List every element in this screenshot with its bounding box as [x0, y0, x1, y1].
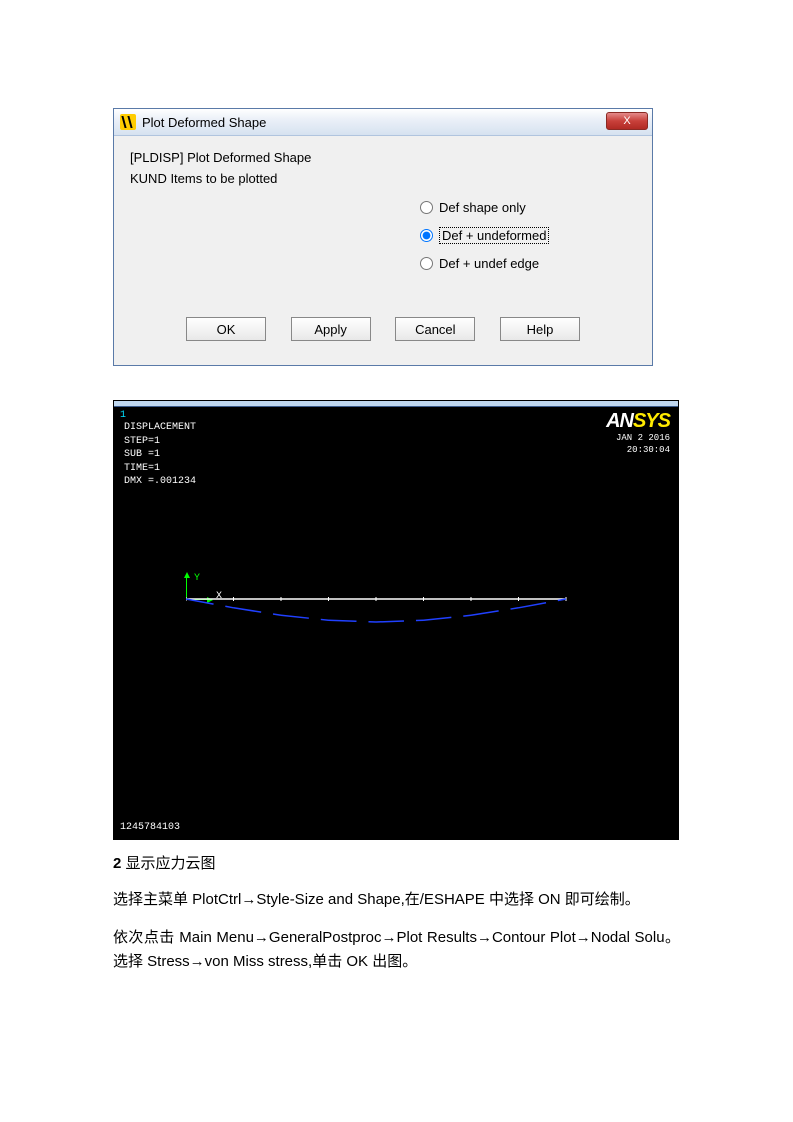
beam-deflection-plot [186, 597, 586, 657]
ok-button[interactable]: OK [186, 317, 266, 341]
radio-label: Def + undeformed [439, 227, 549, 244]
dialog-body: [PLDISP] Plot Deformed Shape KUND Items … [114, 136, 652, 365]
radio-input-def-undef-edge[interactable] [420, 257, 433, 270]
radio-label: Def + undef edge [439, 256, 539, 271]
plot-canvas: 1 DISPLACEMENT STEP=1 SUB =1 TIME=1 DMX … [114, 407, 678, 839]
close-button[interactable]: X [606, 112, 648, 130]
ansys-logo: ANSYS [606, 410, 670, 433]
apply-button[interactable]: Apply [291, 317, 371, 341]
section-number: 2 [113, 855, 121, 872]
radio-def-undeformed[interactable]: Def + undeformed [420, 227, 636, 244]
ansys-app-icon [120, 114, 136, 130]
radio-def-shape-only[interactable]: Def shape only [420, 200, 636, 215]
dialog-title: Plot Deformed Shape [142, 115, 266, 130]
dialog-titlebar[interactable]: Plot Deformed Shape X [114, 109, 652, 136]
section-title-text: 显示应力云图 [126, 855, 216, 872]
section-heading: 2 显示应力云图 [113, 852, 680, 873]
ansys-plot-window: 1 DISPLACEMENT STEP=1 SUB =1 TIME=1 DMX … [113, 400, 679, 840]
plot-deformed-dialog: Plot Deformed Shape X [PLDISP] Plot Defo… [113, 108, 653, 366]
y-axis-arrow [186, 577, 187, 599]
cancel-button[interactable]: Cancel [395, 317, 475, 341]
help-button[interactable]: Help [500, 317, 580, 341]
close-icon: X [623, 116, 630, 127]
dialog-command-label: [PLDISP] Plot Deformed Shape [130, 150, 636, 165]
paragraph-1: 选择主菜单 PlotCtrl→Style-Size and Shape,在/ES… [113, 888, 680, 911]
logo-an: AN [606, 410, 633, 432]
radio-def-undef-edge[interactable]: Def + undef edge [420, 256, 636, 271]
dialog-kund-label: KUND Items to be plotted [130, 171, 636, 186]
plot-date: JAN 2 2016 [606, 433, 670, 445]
ansys-logo-block: ANSYS JAN 2 2016 20:30:04 [606, 410, 670, 456]
radio-group-kund: Def shape only Def + undeformed Def + un… [420, 200, 636, 271]
plot-footer-label: 1245784103 [120, 822, 180, 833]
y-axis-label: Y [194, 573, 200, 584]
radio-label: Def shape only [439, 200, 526, 215]
radio-input-def-only[interactable] [420, 201, 433, 214]
plot-header: DISPLACEMENT STEP=1 SUB =1 TIME=1 DMX =.… [124, 421, 196, 489]
dialog-button-row: OK Apply Cancel Help [130, 283, 636, 361]
plot-time: 20:30:04 [606, 445, 670, 457]
radio-input-def-undeformed[interactable] [420, 229, 433, 242]
logo-sys: SYS [633, 410, 670, 432]
paragraph-2: 依次点击 Main Menu→GeneralPostproc→Plot Resu… [113, 926, 680, 973]
